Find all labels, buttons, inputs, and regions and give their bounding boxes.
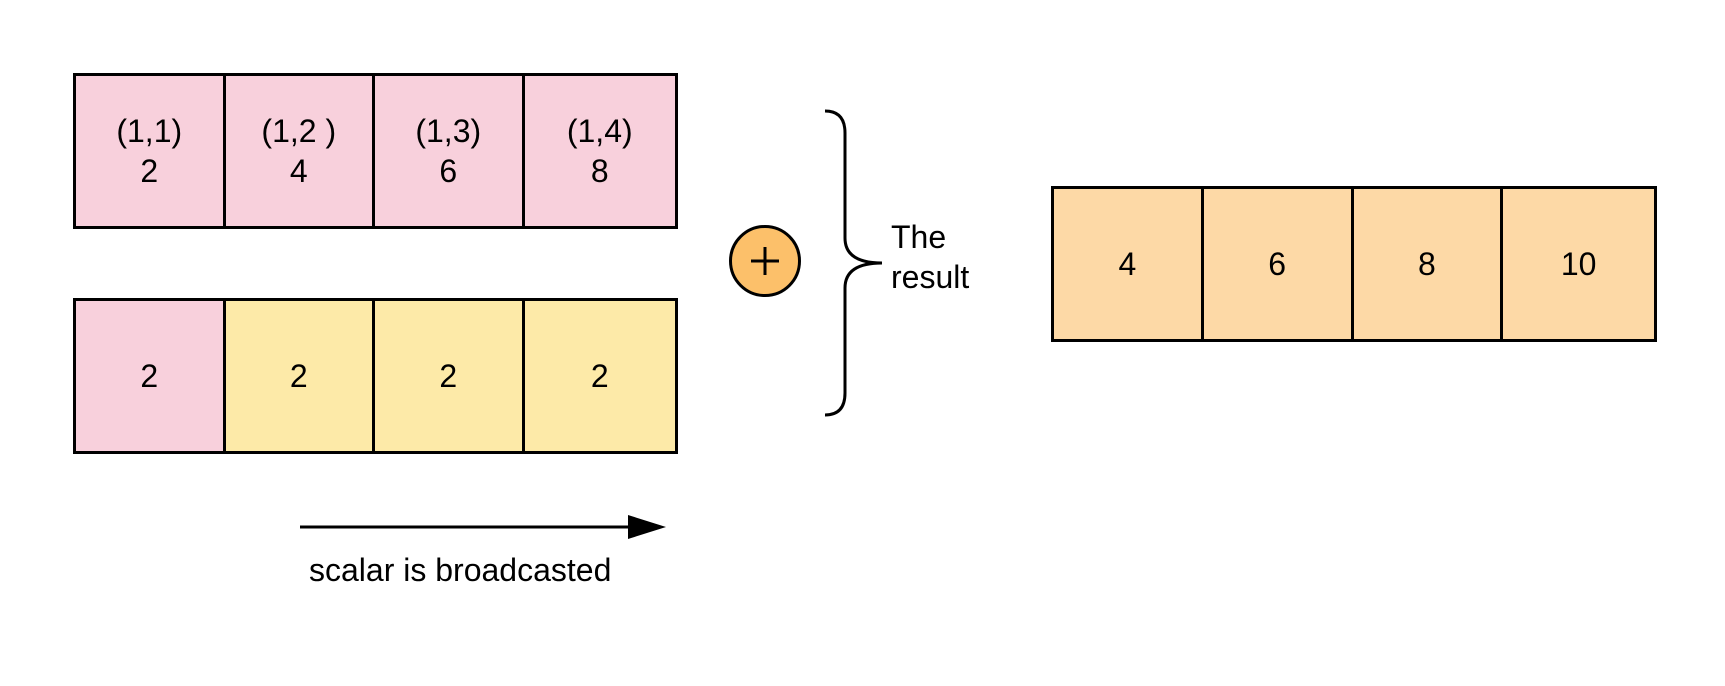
matrix-cell-index: (1,1) (116, 113, 183, 149)
matrix-cell-value: 2 (140, 153, 159, 189)
result-label-line: result (891, 259, 970, 295)
matrix-cell-index: (1,4) (566, 113, 633, 149)
matrix-cell-index: (1,3) (415, 113, 482, 149)
scalar-cell-broadcast: 2 (524, 301, 675, 451)
result-cell: 6 (1203, 189, 1354, 339)
matrix-cell: (1,1) 2 (76, 76, 226, 226)
plus-icon (751, 247, 779, 275)
result-label-line: The (891, 219, 947, 255)
matrix-row: (1,1) 2 (1,2 ) 4 (1,3) 6 (1,4) 8 (73, 73, 678, 229)
matrix-cell: (1,2 ) 4 (225, 76, 375, 226)
scalar-row: 2 2 2 2 (73, 298, 678, 454)
result-cell: 10 (1503, 189, 1654, 339)
broadcast-arrow (300, 515, 666, 539)
result-cell: 8 (1353, 189, 1504, 339)
result-cell: 4 (1054, 189, 1204, 339)
matrix-cell-value: 6 (439, 153, 458, 189)
broadcast-caption: scalar is broadcasted (309, 552, 612, 588)
arrow-head-icon (628, 515, 666, 539)
plus-operator (729, 225, 801, 297)
result-row: 4 6 8 10 (1051, 186, 1657, 342)
matrix-cell-index: (1,2 ) (261, 113, 337, 149)
matrix-cell: (1,4) 8 (524, 76, 675, 226)
matrix-cell: (1,3) 6 (375, 76, 525, 226)
curly-brace (824, 109, 883, 417)
scalar-cell-broadcast: 2 (375, 301, 525, 451)
scalar-cell-broadcast: 2 (225, 301, 375, 451)
scalar-cell-original: 2 (76, 301, 226, 451)
matrix-cell-value: 8 (590, 153, 609, 189)
matrix-cell-value: 4 (289, 153, 308, 189)
result-label: The result (891, 217, 969, 297)
